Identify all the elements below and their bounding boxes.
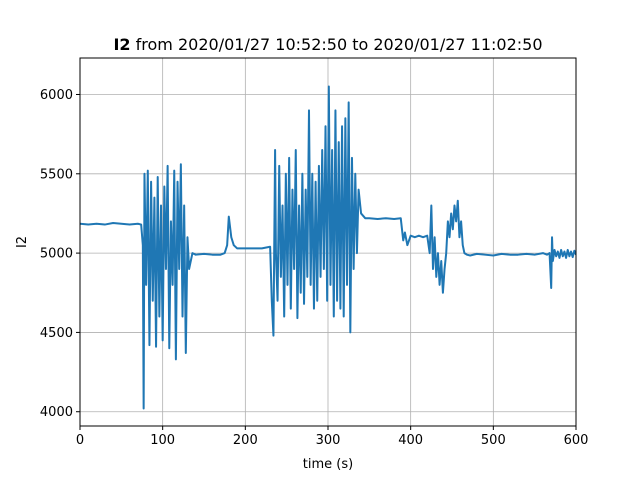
chart-title-rest: from 2020/01/27 10:52:50 to 2020/01/27 1…: [131, 35, 543, 54]
x-tick-label: 600: [564, 433, 589, 448]
y-tick-label: 5000: [40, 247, 73, 262]
y-axis-label: I2: [15, 236, 30, 248]
y-tick-label: 6000: [40, 88, 73, 103]
y-tick-label: 4000: [40, 405, 73, 420]
series-line-I2: [80, 85, 576, 410]
x-tick-label: 500: [481, 433, 506, 448]
chart-title: I2 from 2020/01/27 10:52:50 to 2020/01/2…: [113, 35, 542, 54]
tick-marks: 0 100 200 300 400 500 600 4000 4500 5000 5500 6000: [40, 88, 589, 448]
x-tick-label: 0: [76, 433, 84, 448]
x-axis-label: time (s): [303, 457, 353, 472]
x-tick-label: 200: [233, 433, 258, 448]
y-tick-label: 4500: [40, 326, 73, 341]
y-tick-label: 5500: [40, 167, 73, 182]
chart-title-bold: I2: [113, 35, 130, 54]
x-tick-label: 100: [150, 433, 175, 448]
x-tick-label: 400: [398, 433, 423, 448]
x-tick-label: 300: [316, 433, 341, 448]
